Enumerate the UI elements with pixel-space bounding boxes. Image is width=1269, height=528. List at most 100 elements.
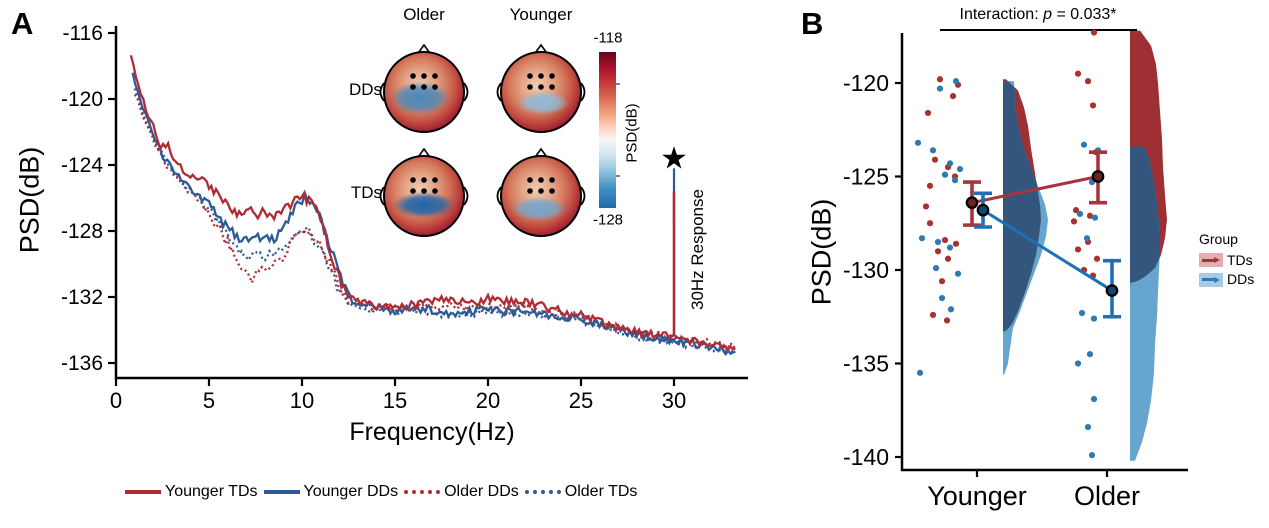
interaction-prefix: Interaction: <box>959 6 1044 23</box>
panel-b-y-axis-label: PSD(dB) <box>806 198 837 306</box>
data-point <box>929 311 937 318</box>
right-ear-icon <box>580 186 586 206</box>
data-point <box>952 240 960 247</box>
mean-marker-tds <box>965 196 979 210</box>
panel-b-x-tick-label-older: Older <box>1074 481 1140 511</box>
panel-a-legend: Younger TDs Younger DDs Older DDs Older TDs <box>125 483 637 501</box>
data-point <box>1083 235 1091 242</box>
left-ear-icon <box>496 186 502 206</box>
data-point <box>944 255 952 262</box>
panel-a-y-tick-label: -132 <box>61 286 103 309</box>
data-point <box>938 294 946 302</box>
data-point <box>946 160 954 167</box>
mean-marker-dds <box>976 203 990 217</box>
panel-b-legend-items: TDs DDs <box>1199 252 1254 289</box>
electrode-dot-icon <box>421 84 427 90</box>
mean-line-tds <box>971 175 1099 205</box>
panel-a: -116 -120 -124 -128 -132 -136 0 5 10 15 20 25 30 <box>61 22 748 413</box>
electrode-dot-icon <box>432 73 438 79</box>
data-point <box>1078 309 1086 317</box>
panel-b-axes <box>900 33 1188 472</box>
topomap-inset <box>379 43 620 237</box>
colorbar-min-label: -128 <box>592 211 624 229</box>
data-point <box>1093 255 1101 262</box>
scalp-map <box>500 155 582 237</box>
data-point <box>929 147 937 154</box>
series-younger-tds <box>129 55 736 352</box>
panel-a-y-tick-label: -128 <box>61 220 103 243</box>
negative-psd-region <box>511 197 567 221</box>
panel-b-legend-title: Group <box>1199 231 1238 247</box>
panel-a-x-tick-label: 10 <box>290 388 314 413</box>
legend-item-label: Younger TDs <box>165 483 258 500</box>
dotted-line-sample-icon <box>404 490 441 494</box>
inset-row-label-tds: TDs <box>350 183 382 202</box>
data-point <box>949 92 957 100</box>
data-point <box>956 165 964 173</box>
legend-item-label: Older DDs <box>444 483 519 500</box>
solid-line-sample-icon <box>125 490 161 494</box>
data-point <box>934 248 942 255</box>
panel-b-y-tick-label: -120 <box>843 70 889 96</box>
group-arrow-icon <box>1214 257 1220 264</box>
panel-b-y-tick-label: -130 <box>843 257 889 283</box>
group-line-icon <box>1202 258 1214 262</box>
panel-a-y-tick-label: -124 <box>61 154 103 177</box>
electrode-dot-icon <box>421 73 427 79</box>
data-point <box>1089 102 1097 109</box>
electrode-dot-icon <box>549 177 555 183</box>
right-ear-icon <box>580 82 586 102</box>
interaction-suffix: = 0.033* <box>1052 6 1117 23</box>
panel-a-x-tick-label: 20 <box>476 388 500 413</box>
inset-row-label-dds: DDs <box>348 80 382 99</box>
data-point <box>1070 218 1078 225</box>
legend-item-younger-dds: Younger DDs <box>263 483 398 501</box>
data-point <box>1090 395 1098 403</box>
data-point <box>1086 212 1094 219</box>
data-point <box>918 235 926 242</box>
data-point <box>914 139 922 146</box>
inset-col-label-younger: Younger <box>509 5 573 24</box>
data-point <box>1088 452 1096 459</box>
group-line-icon <box>1202 278 1214 282</box>
electrode-dot-icon <box>538 73 544 79</box>
panel-a-x-tick-label: 0 <box>110 388 122 413</box>
topomap-head <box>379 43 469 133</box>
data-point <box>1074 246 1082 253</box>
significance-star-icon: ★ <box>660 140 688 176</box>
data-point <box>936 76 944 83</box>
series-older-dds <box>133 93 736 351</box>
jitter-dots-older-dds <box>1074 141 1102 459</box>
electrode-dot-icon <box>527 188 533 194</box>
data-point <box>941 236 949 244</box>
panel-a-letter: A <box>11 6 34 41</box>
electrode-dot-icon <box>527 177 533 183</box>
group-swatch-icon <box>1199 272 1223 287</box>
panel-b-y-tick-label: -125 <box>843 164 889 190</box>
data-point <box>938 278 946 285</box>
electrode-dot-icon <box>432 177 438 183</box>
electrode-dot-icon <box>549 188 555 194</box>
electrode-dot-icon <box>410 84 416 90</box>
data-point <box>1084 78 1092 85</box>
data-point <box>941 171 949 178</box>
topomap-head <box>379 147 469 237</box>
electrode-dot-icon <box>421 188 427 194</box>
data-point <box>1086 351 1094 358</box>
panel-a-y-axis-label: PSD(dB) <box>14 146 45 254</box>
data-point <box>932 265 940 272</box>
data-point <box>947 306 955 313</box>
colorbar <box>599 52 616 208</box>
mean-line-dds <box>982 208 1113 292</box>
panel-a-x-tick-label: 5 <box>203 388 215 413</box>
panel-a-x-tick-label: 25 <box>569 388 593 413</box>
jitter-dots-younger-tds <box>922 76 962 324</box>
group-swatch-icon <box>1199 253 1223 268</box>
electrode-dot-icon <box>410 73 416 79</box>
group-legend-label: TDs <box>1227 251 1253 268</box>
half-violin-overlap-older <box>1130 146 1160 284</box>
group-legend-label: DDs <box>1227 271 1255 287</box>
half-violin-overlap-younger <box>1003 81 1041 332</box>
left-ear-icon <box>379 186 385 206</box>
